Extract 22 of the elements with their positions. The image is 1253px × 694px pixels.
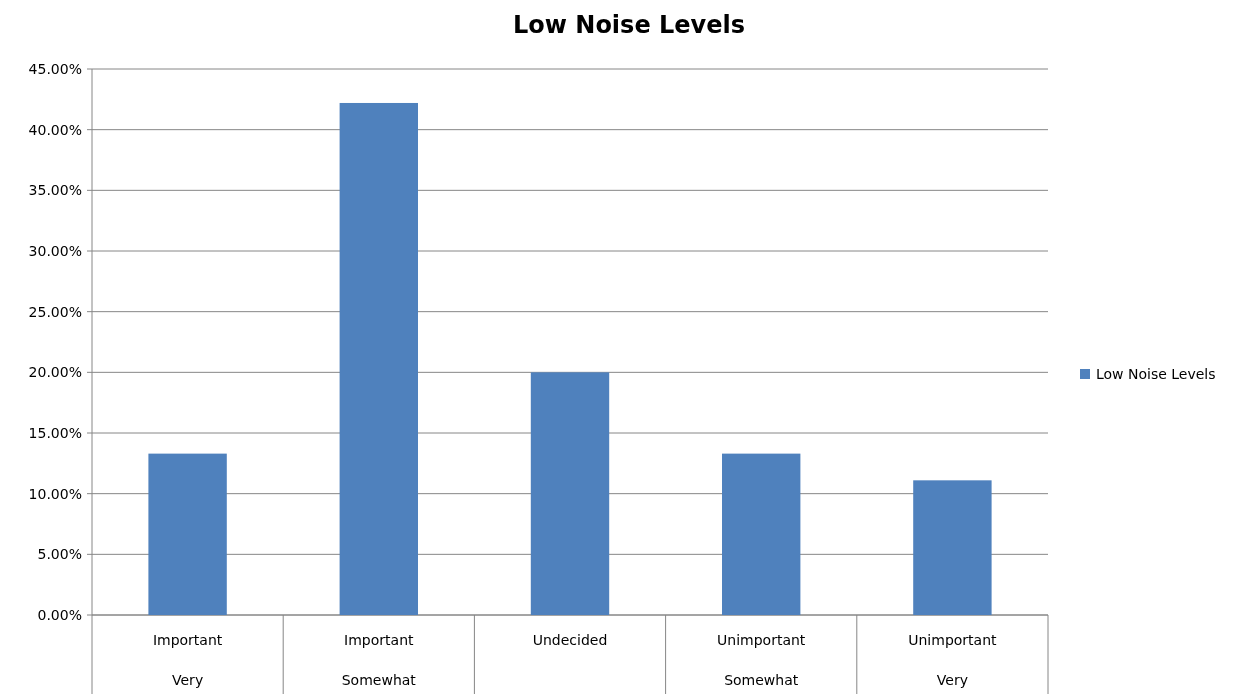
y-tick-label: 5.00% — [37, 546, 82, 563]
y-tick-label: 10.00% — [28, 485, 82, 502]
bar — [722, 453, 801, 615]
category-label: Unimportant Very — [908, 632, 997, 688]
category-label: Important Very — [152, 632, 223, 688]
chart-title: Low Noise Levels — [512, 11, 746, 39]
bar — [339, 102, 418, 615]
bar — [148, 453, 227, 615]
y-tick-label: 20.00% — [28, 364, 82, 381]
y-tick-label: 25.00% — [28, 303, 82, 320]
y-tick-label: 30.00% — [28, 242, 82, 259]
y-tick-label: 35.00% — [28, 182, 82, 199]
y-tick-label: 40.00% — [28, 121, 82, 138]
bar — [913, 480, 992, 615]
bar — [530, 372, 610, 615]
legend-label: Low Noise Levels — [1096, 365, 1216, 382]
category-label: Unimportant Somewhat — [717, 632, 806, 688]
y-tick-label: 45.00% — [28, 60, 82, 77]
category-label: Important Somewhat — [341, 632, 416, 688]
x-tick-label: Undecided — [532, 632, 608, 648]
y-tick-label: 15.00% — [28, 424, 82, 441]
y-tick-label: 0.00% — [37, 606, 82, 623]
